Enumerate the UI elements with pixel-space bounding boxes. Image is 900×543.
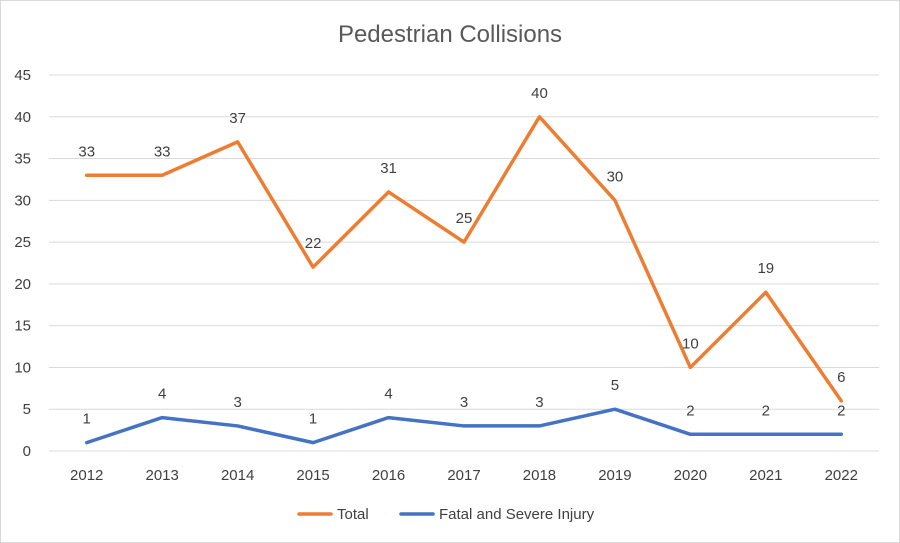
x-tick-label: 2022	[825, 467, 858, 484]
data-label: 30	[607, 168, 624, 185]
data-label: 4	[158, 386, 166, 403]
data-label: 33	[154, 143, 171, 160]
y-tick-label: 10	[14, 359, 31, 376]
data-label: 2	[762, 402, 770, 419]
y-tick-label: 35	[14, 151, 31, 168]
data-label: 22	[305, 235, 322, 252]
y-tick-label: 20	[14, 276, 31, 293]
x-tick-label: 2012	[70, 467, 103, 484]
data-label: 6	[837, 369, 845, 386]
y-tick-label: 25	[14, 234, 31, 251]
legend-label: Fatal and Severe Injury	[439, 506, 595, 523]
y-tick-label: 45	[14, 67, 31, 84]
series-line-fatal-and-severe-injury	[84, 407, 844, 445]
data-label: 5	[611, 377, 619, 394]
legend: Total Fatal and Severe Injury	[297, 506, 595, 523]
data-label: 40	[531, 85, 548, 102]
x-tick-label: 2018	[523, 467, 556, 484]
data-label: 1	[309, 411, 317, 428]
data-label: 2	[837, 402, 845, 419]
x-tick-label: 2020	[674, 467, 707, 484]
data-label: 37	[229, 110, 246, 127]
y-tick-label: 5	[23, 401, 31, 418]
data-label: 33	[78, 143, 95, 160]
data-label: 3	[460, 394, 468, 411]
data-label: 2	[686, 402, 694, 419]
x-tick-label: 2017	[447, 467, 480, 484]
x-tick-label: 2014	[221, 467, 254, 484]
x-tick-label: 2016	[372, 467, 405, 484]
y-tick-label: 0	[23, 443, 31, 460]
data-label: 4	[384, 386, 392, 403]
data-label: 25	[456, 210, 473, 227]
y-tick-label: 30	[14, 192, 31, 209]
chart-title: Pedestrian Collisions	[338, 21, 562, 48]
x-tick-label: 2015	[296, 467, 329, 484]
data-label: 10	[682, 335, 699, 352]
data-label: 1	[83, 411, 91, 428]
y-tick-label: 40	[14, 109, 31, 126]
legend-label: Total	[337, 506, 369, 523]
x-tick-label: 2019	[598, 467, 631, 484]
data-label: 19	[757, 260, 774, 277]
data-label: 31	[380, 160, 397, 177]
x-axis-ticks: 2012 2013 2014 2015 2016 2017 2018 2019 2020 2021…	[70, 467, 858, 484]
x-tick-label: 2021	[749, 467, 782, 484]
series-line-total	[84, 115, 844, 403]
y-axis-ticks: 0 5 10 15 20 25 30 35 40 45	[14, 67, 31, 460]
y-tick-label: 15	[14, 318, 31, 335]
series-lines	[84, 115, 844, 445]
data-label: 3	[233, 394, 241, 411]
data-label: 3	[535, 394, 543, 411]
x-tick-label: 2013	[145, 467, 178, 484]
